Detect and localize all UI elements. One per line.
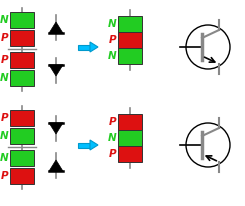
Bar [78, 143, 90, 147]
Polygon shape [90, 42, 98, 52]
Text: P: P [108, 149, 116, 159]
Polygon shape [49, 65, 63, 76]
Text: P: P [108, 117, 116, 127]
Text: N: N [0, 15, 8, 25]
Polygon shape [49, 22, 63, 33]
Bar [118, 130, 142, 146]
Text: P: P [108, 35, 116, 45]
Bar [10, 52, 34, 68]
Polygon shape [49, 123, 63, 134]
Bar [10, 12, 34, 28]
Bar [118, 48, 142, 64]
Text: N: N [107, 133, 116, 143]
Text: P: P [0, 33, 8, 43]
Text: N: N [0, 131, 8, 141]
Bar [118, 32, 142, 48]
Bar [118, 16, 142, 32]
Polygon shape [49, 160, 63, 171]
Bar [10, 128, 34, 144]
Text: P: P [0, 55, 8, 65]
Text: N: N [107, 51, 116, 61]
Bar [78, 44, 90, 49]
Bar [10, 150, 34, 166]
Text: P: P [0, 171, 8, 181]
Bar [10, 168, 34, 184]
Bar [10, 30, 34, 46]
Text: P: P [0, 113, 8, 123]
Text: N: N [0, 73, 8, 83]
Text: N: N [107, 19, 116, 29]
Polygon shape [90, 140, 98, 150]
Bar [10, 70, 34, 86]
Bar [118, 146, 142, 162]
Bar [10, 110, 34, 126]
Text: N: N [0, 153, 8, 163]
Bar [118, 114, 142, 130]
